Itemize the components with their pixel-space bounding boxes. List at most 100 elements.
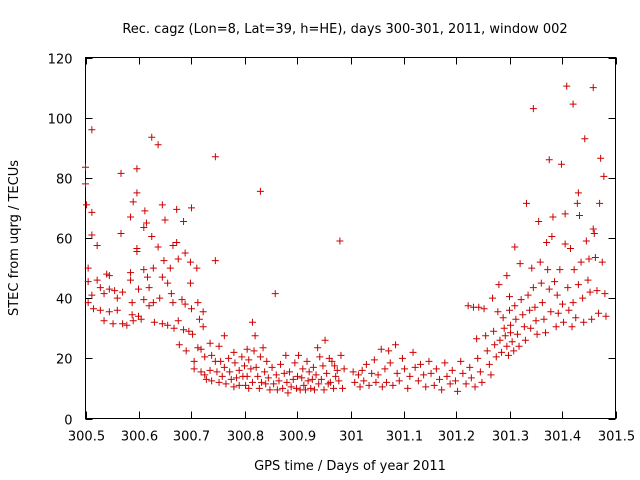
data-point	[385, 347, 393, 355]
data-point	[127, 269, 135, 277]
data-point	[286, 368, 294, 376]
y-tick-label: 100	[48, 113, 73, 128]
axis-ticks	[85, 57, 617, 420]
data-point	[574, 281, 582, 289]
data-point	[504, 351, 512, 359]
data-point	[597, 154, 605, 162]
data-point	[262, 380, 270, 388]
data-point	[277, 360, 285, 368]
data-point	[573, 199, 581, 207]
data-point	[303, 357, 311, 365]
data-point	[480, 305, 488, 313]
data-point	[283, 378, 291, 386]
data-point	[489, 294, 497, 302]
data-point	[506, 306, 513, 314]
data-point	[537, 279, 545, 287]
data-point	[404, 384, 412, 392]
data-point	[601, 290, 609, 298]
x-tick-label: 300.9	[279, 430, 316, 445]
data-point	[482, 332, 490, 340]
data-point	[527, 324, 535, 332]
data-point	[414, 377, 422, 385]
data-point	[427, 369, 435, 377]
data-point	[88, 126, 96, 134]
data-point	[374, 371, 382, 379]
data-point	[88, 208, 96, 216]
data-point	[226, 368, 234, 376]
data-point	[492, 353, 500, 361]
data-point	[275, 377, 283, 385]
data-point	[117, 169, 125, 177]
data-point	[321, 336, 329, 344]
data-point	[211, 153, 219, 161]
data-point	[383, 378, 391, 386]
data-point	[137, 315, 145, 323]
data-point	[577, 258, 585, 266]
data-point	[128, 311, 136, 319]
data-point	[409, 348, 417, 356]
data-point	[215, 378, 223, 386]
data-point	[393, 369, 401, 377]
data-point	[170, 324, 178, 332]
data-point	[591, 254, 599, 262]
data-point	[133, 189, 141, 197]
data-point	[140, 223, 148, 231]
data-point	[149, 299, 157, 307]
data-point	[133, 248, 141, 256]
data-point	[586, 288, 594, 296]
data-point	[263, 357, 271, 365]
data-point	[358, 366, 366, 374]
data-point	[150, 318, 158, 326]
data-point	[140, 266, 148, 274]
data-point	[123, 321, 131, 329]
data-point	[96, 306, 104, 314]
data-point	[430, 381, 438, 389]
data-point	[105, 308, 113, 316]
data-point	[545, 285, 553, 293]
data-point	[238, 353, 246, 361]
data-point	[173, 239, 181, 247]
data-point	[416, 360, 424, 368]
data-point	[299, 365, 307, 373]
data-point	[158, 273, 166, 281]
data-point	[398, 354, 406, 362]
data-point	[386, 359, 394, 367]
data-point	[256, 187, 264, 195]
data-point	[233, 374, 241, 382]
data-point	[243, 345, 251, 353]
data-point	[569, 100, 577, 108]
data-point	[498, 348, 506, 356]
data-point	[164, 279, 172, 287]
data-point	[211, 257, 219, 265]
data-point	[248, 318, 256, 326]
data-point	[457, 357, 465, 365]
data-point	[600, 172, 608, 180]
data-point	[100, 290, 108, 298]
data-point	[568, 323, 576, 331]
data-point	[178, 296, 186, 304]
x-tick-label: 300.5	[68, 430, 105, 445]
data-point	[255, 384, 263, 392]
data-point	[520, 323, 528, 331]
data-point	[82, 180, 89, 188]
data-point	[553, 291, 561, 299]
data-point	[499, 314, 507, 322]
data-point	[96, 284, 104, 292]
data-point	[362, 360, 370, 368]
data-point	[368, 369, 376, 377]
data-point	[549, 213, 557, 221]
x-tick-label: 300.7	[173, 430, 210, 445]
data-point	[158, 201, 166, 209]
x-tick-label: 301.1	[386, 430, 423, 445]
data-point	[422, 383, 430, 391]
data-point	[337, 351, 345, 359]
data-point	[199, 308, 207, 316]
data-point	[195, 315, 203, 323]
data-point	[197, 345, 205, 353]
data-point	[245, 384, 253, 392]
data-point	[304, 377, 312, 385]
data-point	[245, 356, 253, 364]
y-axis-tick-labels: 0 20 40 60 80 100 120	[48, 53, 73, 429]
data-point	[512, 315, 520, 323]
